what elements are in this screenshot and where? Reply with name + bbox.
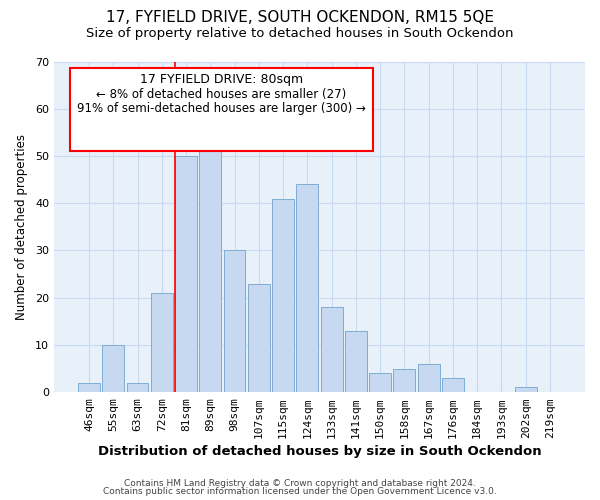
Y-axis label: Number of detached properties: Number of detached properties [15,134,28,320]
Text: Contains HM Land Registry data © Crown copyright and database right 2024.: Contains HM Land Registry data © Crown c… [124,478,476,488]
Bar [394,368,415,392]
Text: Contains public sector information licensed under the Open Government Licence v3: Contains public sector information licen… [103,487,497,496]
Bar [345,331,367,392]
Bar [442,378,464,392]
Text: 91% of semi-detached houses are larger (300) →: 91% of semi-detached houses are larger (… [77,102,365,115]
Bar [175,156,197,392]
Bar [103,345,124,392]
Text: 17 FYFIELD DRIVE: 80sqm: 17 FYFIELD DRIVE: 80sqm [140,73,303,86]
Bar [78,382,100,392]
Bar [248,284,270,392]
Bar [127,382,148,392]
Bar [224,250,245,392]
X-axis label: Distribution of detached houses by size in South Ockendon: Distribution of detached houses by size … [98,444,541,458]
Bar [418,364,440,392]
Bar [369,374,391,392]
FancyBboxPatch shape [70,68,373,151]
Bar [272,198,294,392]
Bar [199,118,221,392]
Bar [296,184,318,392]
Bar [320,307,343,392]
Text: Size of property relative to detached houses in South Ockendon: Size of property relative to detached ho… [86,28,514,40]
Bar [515,388,536,392]
Bar [151,293,173,392]
Text: 17, FYFIELD DRIVE, SOUTH OCKENDON, RM15 5QE: 17, FYFIELD DRIVE, SOUTH OCKENDON, RM15 … [106,10,494,25]
Text: ← 8% of detached houses are smaller (27): ← 8% of detached houses are smaller (27) [96,88,346,101]
